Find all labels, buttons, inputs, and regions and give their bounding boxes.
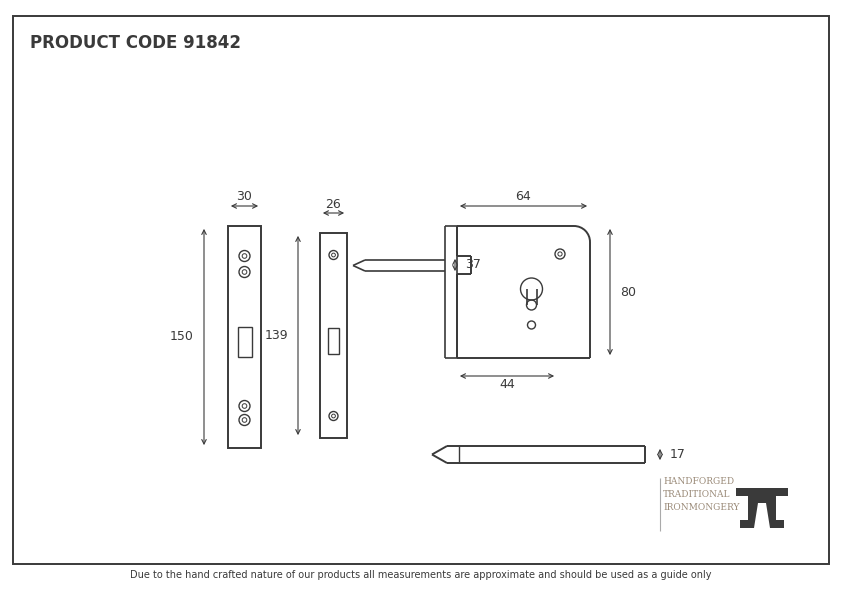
Text: 37: 37 <box>465 259 481 272</box>
Text: 17: 17 <box>670 448 686 461</box>
Bar <box>320 233 347 438</box>
Bar <box>228 226 261 448</box>
Text: 139: 139 <box>264 329 288 342</box>
Text: Due to the hand crafted nature of our products all measurements are approximate : Due to the hand crafted nature of our pr… <box>131 570 711 580</box>
Text: 44: 44 <box>499 378 514 392</box>
Text: IRONMONGERY: IRONMONGERY <box>663 503 739 512</box>
Text: 26: 26 <box>326 197 341 210</box>
Text: 80: 80 <box>620 285 636 299</box>
Text: TRADITIONAL: TRADITIONAL <box>663 490 731 499</box>
Polygon shape <box>736 488 788 528</box>
Text: 30: 30 <box>237 191 253 203</box>
Bar <box>237 327 252 357</box>
Text: HANDFORGED: HANDFORGED <box>663 477 734 486</box>
Text: 150: 150 <box>170 331 194 343</box>
Text: 64: 64 <box>515 191 531 203</box>
Bar <box>328 327 339 353</box>
Text: PRODUCT CODE 91842: PRODUCT CODE 91842 <box>30 34 241 52</box>
